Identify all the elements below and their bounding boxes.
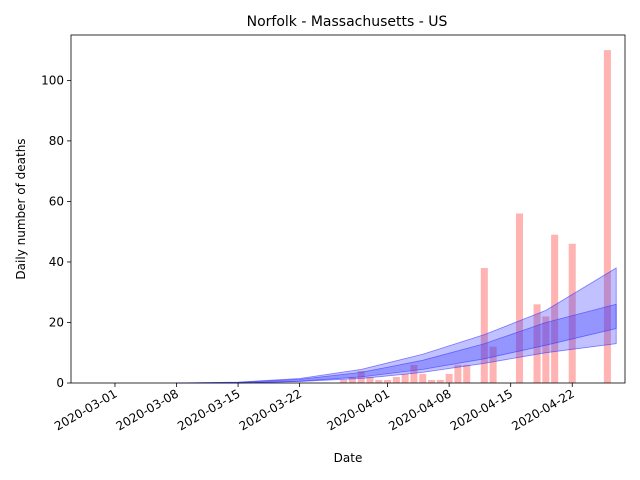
bar xyxy=(340,379,348,383)
x-tick-label: 2020-04-01 xyxy=(325,386,392,433)
bar xyxy=(533,304,541,383)
plot-frame xyxy=(70,34,626,384)
y-tick-label: 20 xyxy=(49,315,64,329)
bar xyxy=(436,379,444,383)
y-axis-label: Daily number of deaths xyxy=(14,138,28,279)
x-axis-label: Date xyxy=(334,451,363,465)
band-inner xyxy=(176,303,617,384)
bar xyxy=(480,268,488,383)
bar xyxy=(515,213,523,383)
x-axis: 2020-03-012020-03-082020-03-152020-03-22… xyxy=(52,383,577,433)
bar xyxy=(445,373,453,383)
y-tick-label: 60 xyxy=(49,194,64,208)
bar xyxy=(392,376,400,383)
bar xyxy=(401,373,409,383)
y-tick-label: 80 xyxy=(49,134,64,148)
y-tick-label: 40 xyxy=(49,255,64,269)
bar xyxy=(348,376,356,383)
bar xyxy=(375,379,383,383)
bar xyxy=(384,379,392,383)
bar xyxy=(454,364,462,383)
y-axis: 0 20 40 60 80 100 xyxy=(41,73,71,390)
y-tick-label: 100 xyxy=(41,73,64,87)
bar xyxy=(428,379,436,383)
bar xyxy=(603,50,611,384)
x-tick-label: 2020-04-08 xyxy=(386,386,453,433)
bar xyxy=(489,346,497,383)
x-tick-label: 2020-04-22 xyxy=(509,386,576,433)
chart-title: Norfolk - Massachusetts - US xyxy=(247,14,448,30)
bar xyxy=(410,364,418,383)
x-tick-label: 2020-04-15 xyxy=(448,386,515,433)
y-tick-label: 0 xyxy=(56,376,64,390)
bar xyxy=(551,234,559,383)
x-tick-label: 2020-03-01 xyxy=(52,386,119,433)
bar xyxy=(568,243,576,383)
bar xyxy=(542,316,550,383)
bar xyxy=(419,373,427,383)
bar xyxy=(463,364,471,383)
x-tick-label: 2020-03-08 xyxy=(114,386,181,433)
x-tick-label: 2020-03-15 xyxy=(175,386,242,433)
bar xyxy=(366,376,374,383)
x-tick-label: 2020-03-22 xyxy=(237,386,304,433)
plot-area xyxy=(70,34,626,384)
